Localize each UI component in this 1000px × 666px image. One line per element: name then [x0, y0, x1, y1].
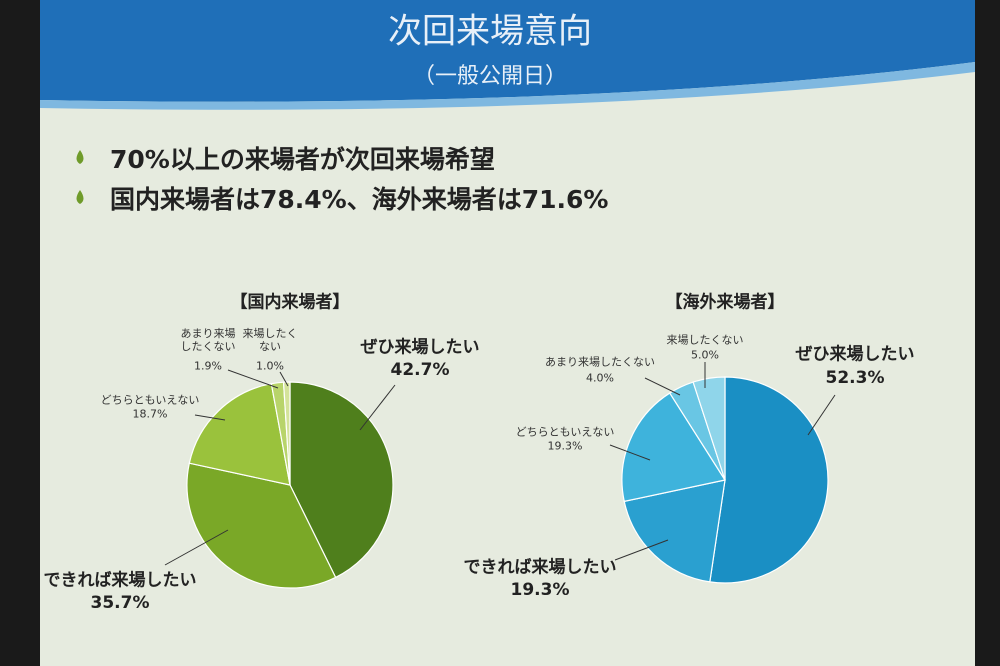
slice-label: 来場したくない — [666, 333, 744, 347]
pie-slice — [282, 381, 291, 486]
subtitle: （一般公開日） — [412, 64, 568, 89]
slice-label: どちらともいえない — [515, 425, 615, 439]
pie-slice — [709, 376, 829, 584]
banner-stripe — [40, 62, 975, 110]
bullet: 国内来場者は78.4%、海外来場者は71.6% — [110, 185, 609, 214]
bullet-icon — [76, 190, 84, 204]
slice-value: 5.0% — [691, 348, 719, 362]
slice-value: 18.7% — [132, 407, 168, 421]
leader-line — [227, 369, 279, 389]
slice-label: あまり来場 したくない — [180, 327, 236, 353]
slice-label: あまり来場したくない — [545, 355, 655, 369]
leader-line — [807, 394, 836, 436]
pie-slice — [186, 462, 337, 589]
slice-value: 35.7% — [90, 593, 150, 613]
slide — [40, 0, 975, 666]
leader-line — [194, 414, 226, 421]
slice-label: できれば来場したい — [463, 557, 617, 578]
pie-slice — [188, 383, 291, 486]
title: 次回来場意向 — [388, 11, 592, 52]
pie-slice — [623, 479, 726, 583]
slice-value: 19.3% — [510, 580, 570, 600]
slice-label: できれば来場したい — [43, 570, 197, 591]
leader-line — [614, 539, 669, 561]
slice-value: 42.7% — [390, 360, 450, 380]
pie-title: 【国内来場者】 — [230, 292, 350, 313]
leader-line — [164, 529, 229, 566]
slice-label: ぜひ来場したい — [360, 337, 480, 358]
slice-value: 52.3% — [825, 368, 885, 388]
slice-label: 来場したく ない — [242, 327, 298, 353]
bullet-icon — [76, 150, 84, 164]
pie-title: 【海外来場者】 — [665, 292, 785, 313]
leader-line — [359, 384, 396, 431]
slice-value: 19.3% — [547, 439, 583, 453]
slice-label: ぜひ来場したい — [795, 344, 915, 365]
pie-slice — [692, 376, 726, 481]
leader-line — [609, 444, 651, 461]
slice-value: 4.0% — [586, 371, 614, 385]
leader-line — [644, 377, 681, 396]
slice-value: 1.0% — [256, 359, 284, 373]
pie-slice — [289, 381, 394, 579]
slice-label: どちらともいえない — [100, 393, 200, 407]
leader-line — [279, 371, 289, 387]
title-banner — [40, 0, 975, 102]
bullet: 70%以上の来場者が次回来場希望 — [110, 145, 495, 174]
pie-slice — [621, 392, 726, 503]
slice-value: 1.9% — [194, 359, 222, 373]
